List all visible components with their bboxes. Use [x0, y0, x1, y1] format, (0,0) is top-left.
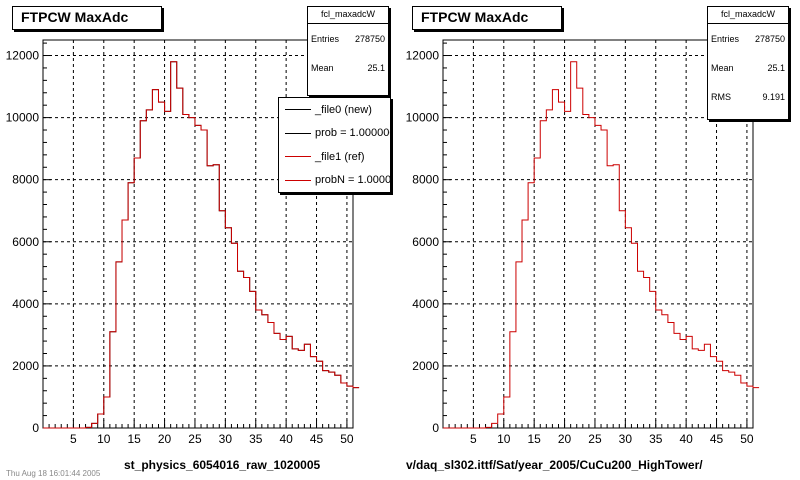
y-tick-label: 2000	[412, 359, 439, 373]
legend-entry: probN = 1.000000	[279, 169, 390, 193]
y-tick-label: 0	[32, 421, 39, 435]
left-stats-mean-value: 25.1	[367, 62, 385, 73]
left-stats-mean-label: Mean	[311, 62, 334, 73]
legend-label: _file0 (new)	[315, 103, 372, 116]
x-tick-label: 20	[558, 432, 572, 446]
legend-swatch	[285, 156, 311, 158]
x-tick-label: 15	[127, 432, 141, 446]
x-tick-label: 25	[188, 432, 202, 446]
left-stats-mean-row: Mean 25.1	[308, 53, 388, 82]
x-tick-label: 20	[158, 432, 172, 446]
y-tick-label: 0	[432, 421, 439, 435]
left-legend: _file0 (new) prob = 1.000000 _file1 (ref…	[278, 97, 391, 193]
y-tick-label: 12000	[406, 49, 440, 63]
x-tick-label: 35	[249, 432, 263, 446]
y-tick-label: 4000	[12, 297, 39, 311]
legend-label: prob = 1.000000	[315, 127, 391, 140]
right-histogram-panel: 5 10 15 20 25 30 35 40 45 50 0 2000 4000 6000 8000 1000…	[406, 39, 760, 446]
y-tick-label: 10000	[406, 111, 440, 125]
x-tick-label: 30	[619, 432, 633, 446]
y-tick-label: 12000	[6, 49, 40, 63]
x-tick-label: 45	[310, 432, 324, 446]
right-stats-mean-label: Mean	[711, 62, 734, 73]
right-stats-rms-label: RMS	[711, 91, 731, 102]
legend-swatch	[285, 179, 311, 181]
left-stats-entries-row: Entries 278750	[308, 24, 388, 53]
legend-entry: _file0 (new)	[279, 98, 390, 122]
legend-label: _file1 (ref)	[315, 150, 365, 163]
x-tick-label: 45	[710, 432, 724, 446]
legend-label: probN = 1.000000	[315, 174, 391, 187]
right-stats-mean-row: Mean 25.1	[708, 53, 788, 82]
x-tick-label: 50	[740, 432, 754, 446]
y-tick-label: 6000	[12, 235, 39, 249]
left-stats-entries-value: 278750	[354, 33, 385, 44]
plot-frame	[442, 39, 754, 429]
y-tick-label: 4000	[412, 297, 439, 311]
x-tick-label: 30	[219, 432, 233, 446]
left-stats-box: fcl_maxadcW Entries 278750 Mean 25.1	[307, 6, 389, 96]
x-tick-label: 25	[588, 432, 602, 446]
x-tick-label: 10	[497, 432, 511, 446]
x-tick-label: 15	[527, 432, 541, 446]
left-plot-title: FTPCW MaxAdc	[12, 6, 162, 30]
legend-entry: _file1 (ref)	[279, 145, 390, 169]
y-tick-label: 8000	[412, 173, 439, 187]
right-stats-rms-row: RMS 9.191	[708, 82, 788, 111]
y-tick-label: 8000	[12, 173, 39, 187]
right-stats-entries-value: 278750	[754, 33, 785, 44]
x-tick-label: 40	[679, 432, 693, 446]
x-tick-label: 5	[70, 432, 77, 446]
histogram-series	[443, 61, 760, 429]
y-tick-label: 6000	[412, 235, 439, 249]
left-stats-name: fcl_maxadcW	[308, 7, 388, 24]
legend-swatch	[285, 109, 311, 111]
x-tick-label: 40	[279, 432, 293, 446]
left-x-axis-label: st_physics_6054016_raw_1020005	[124, 458, 321, 472]
legend-entry: prob = 1.000000	[279, 122, 390, 146]
x-tick-label: 5	[470, 432, 477, 446]
right-stats-entries-label: Entries	[711, 33, 740, 44]
x-tick-label: 10	[97, 432, 111, 446]
right-stats-mean-value: 25.1	[767, 62, 785, 73]
x-tick-label: 50	[340, 432, 354, 446]
plot-frame	[42, 39, 354, 429]
legend-swatch	[285, 132, 311, 134]
right-stats-rms-value: 9.191	[762, 91, 785, 102]
right-plot-title: FTPCW MaxAdc	[412, 6, 562, 30]
right-x-axis-label: v/daq_sl302.ittf/Sat/year_2005/CuCu200_H…	[406, 458, 703, 472]
y-tick-label: 2000	[12, 359, 39, 373]
right-stats-entries-row: Entries 278750	[708, 24, 788, 53]
y-tick-label: 10000	[6, 111, 40, 125]
right-stats-name: fcl_maxadcW	[708, 7, 788, 24]
right-stats-box: fcl_maxadcW Entries 278750 Mean 25.1 RMS…	[707, 6, 789, 120]
x-tick-label: 35	[649, 432, 663, 446]
footer-faint-text: Thu Aug 18 16:01:44 2005	[6, 469, 101, 478]
left-stats-entries-label: Entries	[311, 33, 340, 44]
histogram-series	[43, 61, 360, 429]
